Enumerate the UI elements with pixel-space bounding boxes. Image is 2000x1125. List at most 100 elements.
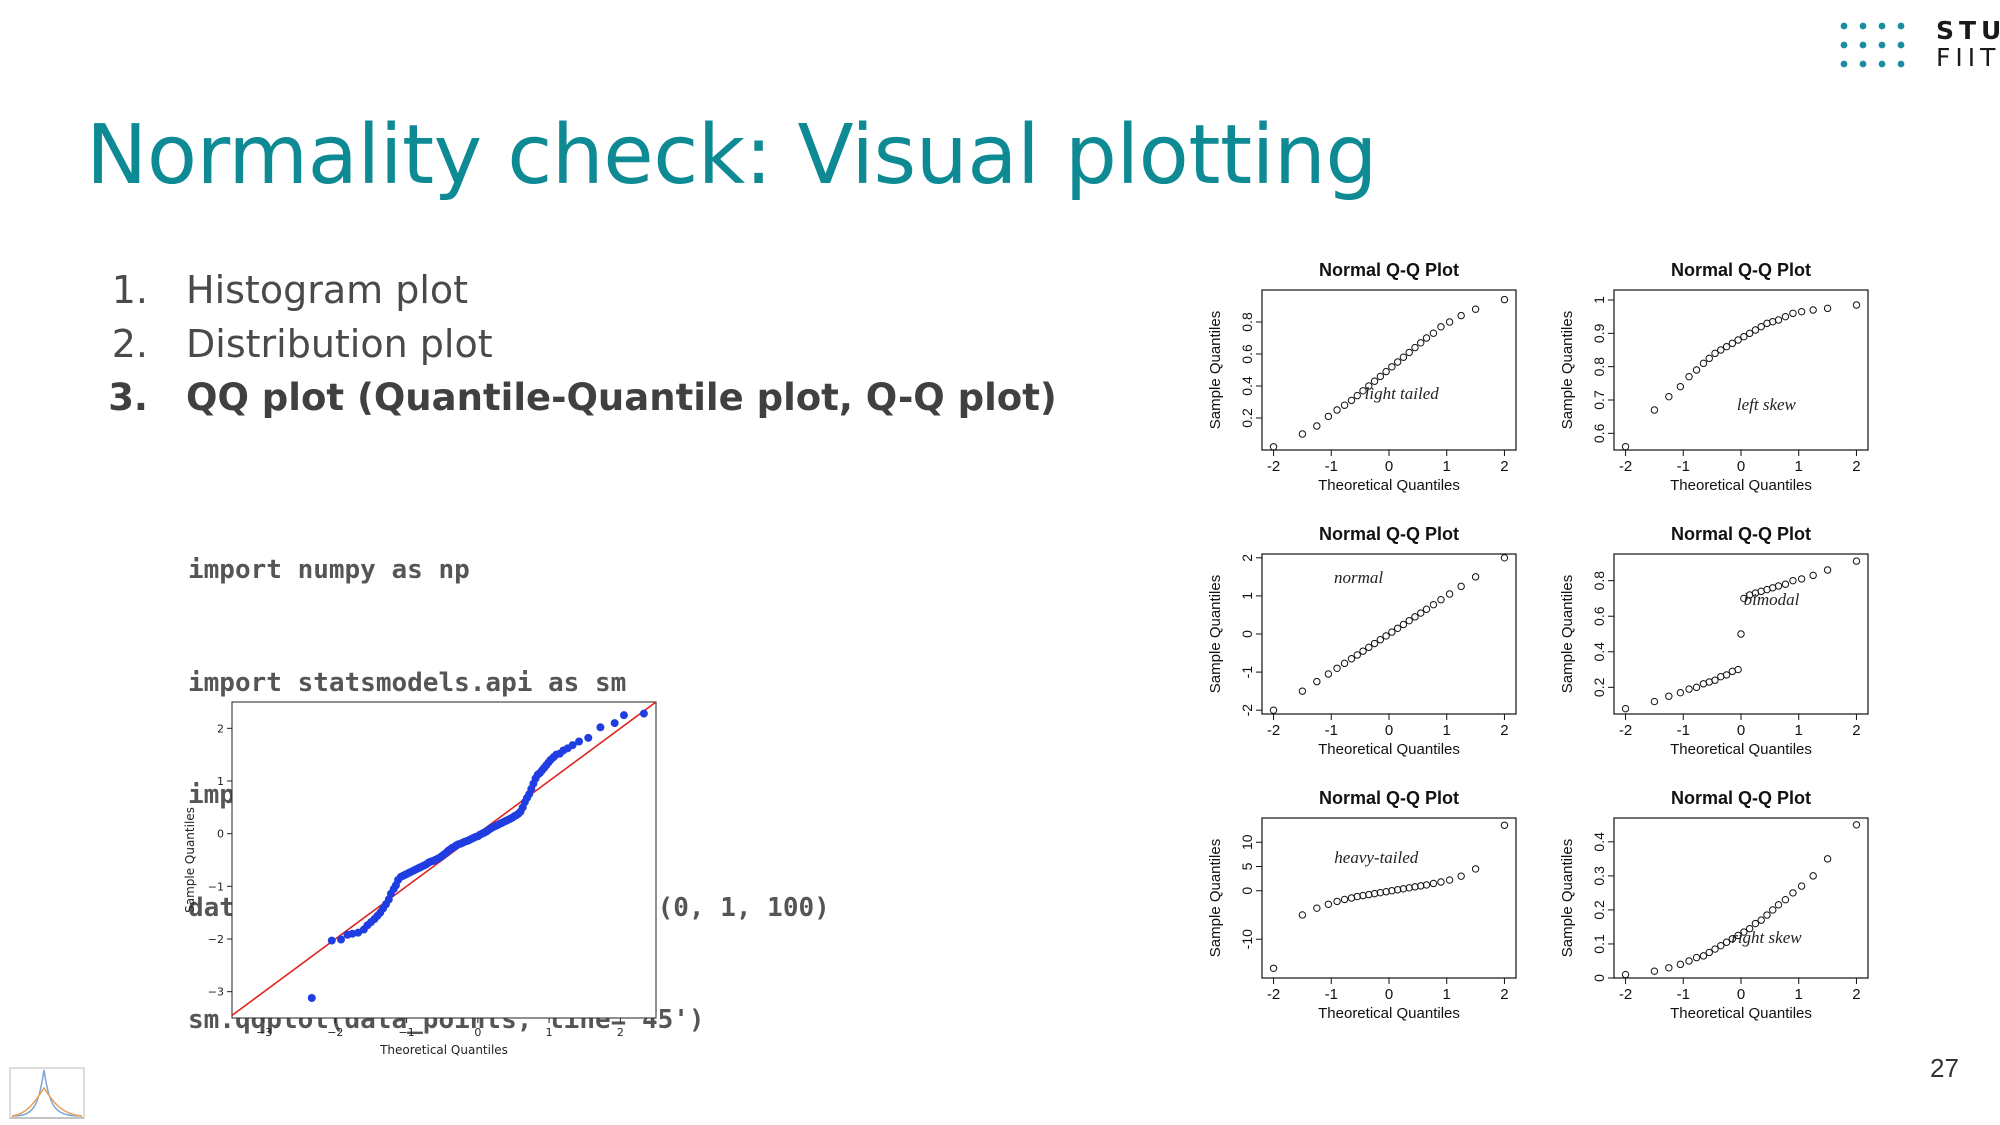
data-point (1422, 605, 1431, 613)
data-point (1471, 573, 1480, 581)
y-tick-label: 0.3 (1591, 866, 1607, 886)
x-axis-label: Theoretical Quantiles (379, 1043, 508, 1057)
data-point (1728, 339, 1737, 348)
data-point (639, 709, 648, 718)
data-point (1774, 582, 1783, 590)
y-tick-label: −2 (208, 933, 224, 946)
y-tick-label: 0.6 (1591, 423, 1607, 443)
data-point (1734, 665, 1742, 674)
x-tick-label: -2 (1619, 986, 1632, 1003)
data-point (1429, 600, 1438, 609)
data-point (1422, 881, 1431, 889)
stu-fiit-logo: STU FIIT (1838, 18, 2000, 74)
qq-panel: Normal Q-Q Plot -2 -1 0 1 2 0.6 0.7 0.8 0.9 1 Theor… (1559, 260, 1869, 494)
x-tick-label: 2 (1852, 986, 1860, 1003)
data-point (1399, 353, 1408, 361)
panel-title: Normal Q-Q Plot (1319, 260, 1459, 280)
y-tick-label: 0.1 (1591, 934, 1607, 954)
qq-panel: Normal Q-Q Plot -2 -1 0 1 2 -2 -1 0 1 2 Theoretical… (1207, 524, 1517, 758)
data-point (1711, 676, 1719, 684)
data-point (1365, 643, 1373, 652)
y-tick-label: 10 (1239, 834, 1255, 850)
list-number: 1. (111, 268, 148, 312)
x-tick-label: 0 (1737, 722, 1745, 739)
x-axis-label: Theoretical Quantiles (1318, 477, 1460, 494)
data-point (1852, 557, 1861, 565)
data-point (1399, 620, 1408, 629)
logo-dot (1859, 22, 1867, 30)
data-point (1789, 309, 1797, 318)
x-tick-label: -2 (1267, 722, 1280, 739)
panel-annotation: right skew (1731, 928, 1802, 947)
x-tick-label: -1 (1677, 986, 1690, 1003)
y-tick-label: 0.6 (1591, 606, 1607, 626)
data-point (1852, 821, 1861, 829)
y-tick-label: 0 (1239, 630, 1255, 638)
data-point (1685, 372, 1693, 381)
data-point (1685, 685, 1693, 693)
logo-dot (1897, 22, 1905, 30)
x-tick-label: 1 (1795, 986, 1803, 1003)
data-point (1376, 372, 1385, 381)
y-tick-label: 0.4 (1591, 642, 1607, 662)
data-point (1359, 891, 1367, 900)
panel-title: Normal Q-Q Plot (1671, 788, 1811, 808)
x-tick-label: 1 (1795, 458, 1803, 475)
data-point (1393, 624, 1402, 632)
x-tick-label: 0 (1737, 458, 1745, 475)
data-point (1685, 957, 1693, 965)
data-point (1365, 890, 1373, 899)
data-point (575, 737, 584, 746)
data-point (1411, 883, 1419, 891)
data-point (1405, 616, 1413, 625)
x-axis-label: Theoretical Quantiles (1670, 741, 1812, 758)
panel-annotation: left skew (1737, 395, 1797, 414)
data-point (1692, 953, 1701, 962)
data-point (1823, 566, 1832, 574)
qq-panel: Normal Q-Q Plot -2 -1 0 1 2 0.2 0.4 0.6 0.8 Theore… (1207, 260, 1517, 494)
y-tick-label: 0.4 (1239, 376, 1255, 396)
data-point (1422, 334, 1431, 342)
data-point (1823, 855, 1832, 863)
y-axis-label: Sample Quantiles (1559, 311, 1576, 429)
data-point (1429, 329, 1438, 337)
y-axis-label: Sample Quantiles (1559, 575, 1576, 693)
data-point (619, 711, 628, 720)
data-point (1353, 391, 1361, 400)
x-tick-label: 2 (1852, 458, 1860, 475)
data-point (1809, 872, 1817, 880)
data-point (1740, 928, 1748, 936)
data-point (1757, 916, 1765, 924)
page-number: 27 (1930, 1053, 1959, 1083)
logo-dot (1859, 60, 1867, 68)
data-point (1370, 889, 1379, 898)
x-axis-label: Theoretical Quantiles (1318, 1005, 1460, 1022)
data-point (1740, 594, 1748, 603)
x-tick-label: 1 (546, 1026, 553, 1039)
data-point (1376, 636, 1385, 644)
data-point (584, 733, 593, 742)
panel-annotation: bimodal (1744, 590, 1800, 609)
data-point (1399, 885, 1408, 893)
qq-panel: Normal Q-Q Plot -2 -1 0 1 2 0.2 0.4 0.6 0.8 Theore… (1559, 524, 1869, 758)
y-tick-label: 5 (1239, 862, 1255, 870)
panel-annotation: heavy-tailed (1334, 848, 1419, 867)
data-point (1370, 639, 1379, 648)
x-tick-label: 1 (1443, 722, 1451, 739)
data-point (1665, 692, 1673, 700)
distribution-thumbnail-icon (9, 1067, 85, 1119)
y-tick-label: -2 (1239, 704, 1255, 717)
x-tick-label: -2 (1619, 458, 1632, 475)
y-axis-label: Sample Quantiles (1207, 839, 1224, 957)
panel-frame (1261, 817, 1517, 979)
data-point (1411, 343, 1419, 352)
data-point (1324, 412, 1333, 421)
data-point (1340, 401, 1349, 409)
data-point (1621, 970, 1630, 979)
data-point (1500, 295, 1509, 304)
y-tick-label: -10 (1239, 929, 1255, 949)
data-point (1789, 889, 1797, 897)
y-tick-label: 1 (1591, 296, 1607, 304)
y-tick-label: 0.8 (1591, 357, 1607, 377)
x-tick-label: 0 (1385, 986, 1393, 1003)
